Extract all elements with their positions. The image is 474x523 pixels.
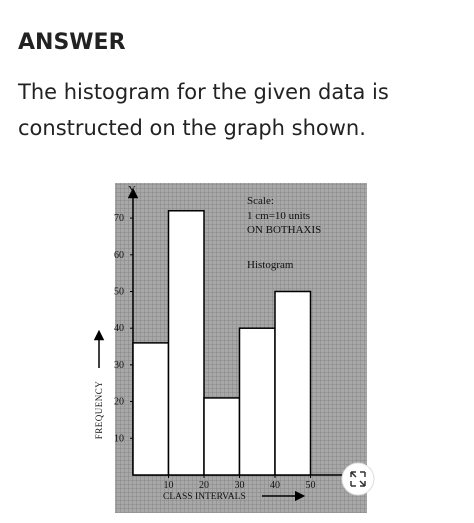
answer-line: constructed on the graph shown. [18, 116, 366, 140]
answer-line: The histogram for the given data is [17, 80, 389, 104]
y-tick-label: 40 [114, 323, 124, 334]
annotation: 1 cm=10 units [247, 210, 310, 222]
bar [238, 327, 276, 476]
bar [167, 210, 205, 476]
bar [203, 397, 241, 476]
x-tick-label: 50 [306, 480, 316, 491]
x-axis-label: CLASS INTERVALS [163, 492, 246, 502]
answer-heading: ANSWER [18, 30, 126, 55]
y-axis-label: FREQUENCY [94, 381, 104, 440]
y-tick-label: 20 [114, 397, 124, 408]
y-tick-label: 50 [114, 287, 124, 298]
y-tick-label: 60 [114, 250, 124, 261]
x-tick-label: 10 [164, 480, 174, 491]
y-tick-label: 30 [114, 360, 124, 371]
expand-button[interactable] [341, 462, 375, 496]
bar [274, 290, 312, 476]
expand-circle[interactable] [341, 462, 375, 496]
annotation: Scale: [247, 195, 274, 207]
y-axis-symbol: Y [128, 184, 136, 196]
annotation: ON BOTHAXIS [247, 224, 321, 236]
histogram-figure: 10 20 30 40 50 60 70 10 20 30 40 50 Y FREQUENCY CLASS … [93, 183, 367, 513]
annotation: Histogram [247, 259, 294, 271]
expand-icon[interactable] [350, 471, 366, 487]
x-tick-label: 20 [199, 480, 209, 491]
bar [132, 342, 170, 476]
x-tick-label: 30 [235, 480, 245, 491]
y-tick-label: 70 [114, 213, 124, 224]
x-tick-label: 40 [270, 480, 280, 491]
y-tick-label: 10 [114, 433, 124, 444]
